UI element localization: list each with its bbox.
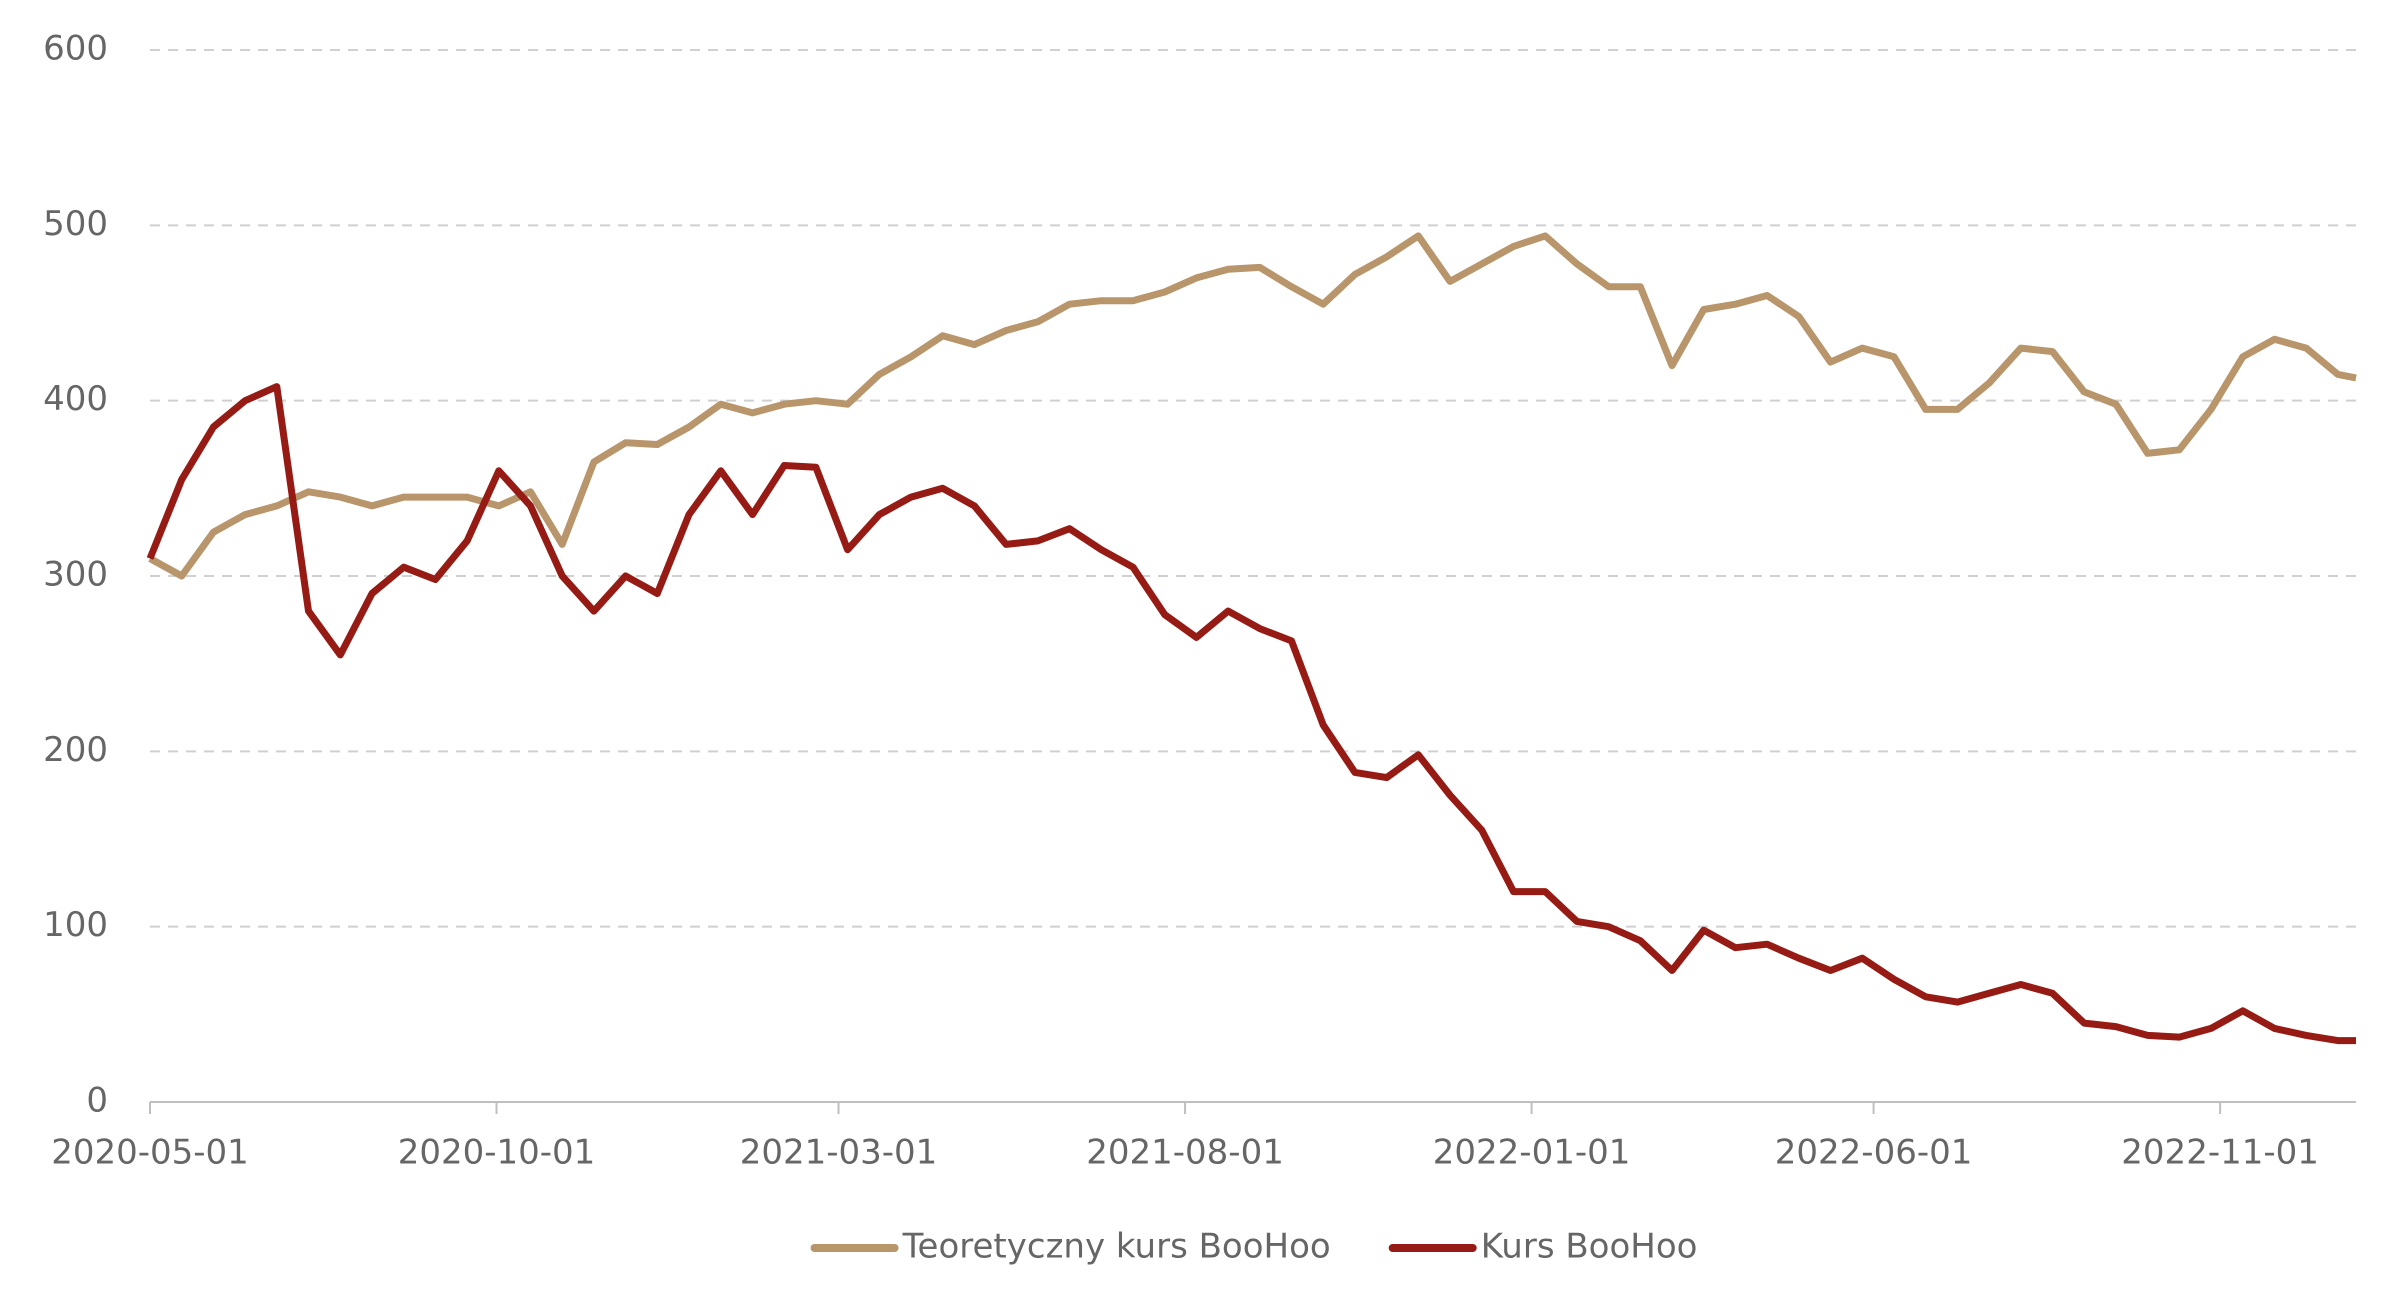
- y-tick-label: 200: [43, 730, 108, 770]
- x-tick-label: 2020-10-01: [398, 1133, 596, 1173]
- y-tick-label: 500: [43, 204, 108, 244]
- y-tick-label: 300: [43, 555, 108, 595]
- x-tick-label: 2021-08-01: [1086, 1133, 1284, 1173]
- x-tick-label: 2022-06-01: [1775, 1133, 1973, 1173]
- y-tick-label: 0: [86, 1081, 108, 1121]
- x-tick-label: 2020-05-01: [51, 1133, 249, 1173]
- y-tick-label: 600: [43, 29, 108, 69]
- x-tick-label: 2021-03-01: [740, 1133, 938, 1173]
- y-tick-label: 100: [43, 905, 108, 945]
- legend-label: Kurs BooHoo: [1481, 1227, 1698, 1267]
- x-tick-label: 2022-11-01: [2121, 1133, 2319, 1173]
- y-tick-label: 400: [43, 379, 108, 419]
- x-tick-label: 2022-01-01: [1433, 1133, 1631, 1173]
- line-series: [148, 232, 2357, 580]
- line-series: [146, 383, 2356, 1045]
- legend-label: Teoretyczny kurs BooHoo: [902, 1227, 1331, 1267]
